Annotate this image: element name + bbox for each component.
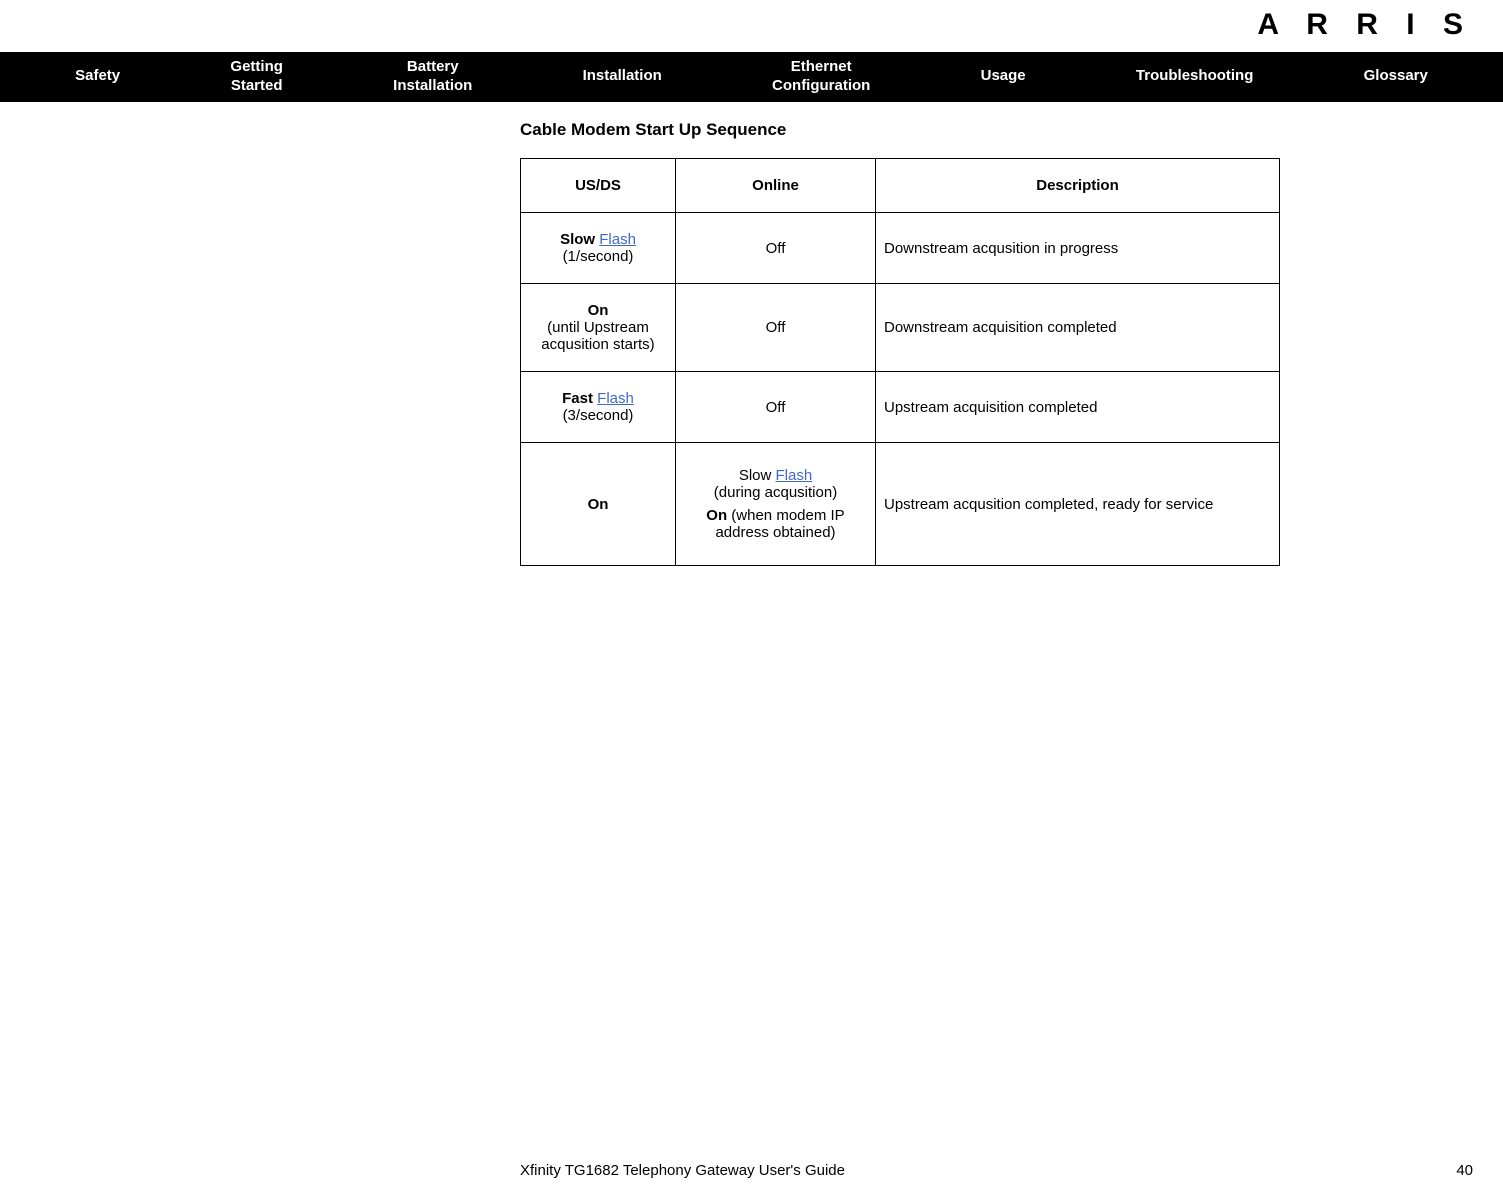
nav-battery-installation[interactable]: BatteryInstallation (383, 58, 482, 96)
startup-sequence-table: US/DS Online Description Slow Flash (1/s… (520, 158, 1280, 566)
usds-sub: (3/second) (563, 407, 634, 424)
main-content: Cable Modem Start Up Sequence US/DS Onli… (520, 120, 1280, 566)
top-nav: Safety GettingStarted BatteryInstallatio… (0, 52, 1503, 102)
brand-logo: A R R I S (1257, 8, 1473, 42)
flash-link[interactable]: Flash (597, 390, 634, 407)
online-on-bold: On (706, 507, 731, 524)
usds-bold: On (588, 496, 609, 513)
flash-link[interactable]: Flash (776, 467, 813, 484)
nav-installation[interactable]: Installation (573, 67, 672, 86)
table-row: Fast Flash (3/second) Off Upstream acqui… (521, 372, 1280, 443)
cell-online: Off (676, 213, 876, 284)
footer: Xfinity TG1682 Telephony Gateway User's … (0, 1162, 1503, 1179)
nav-ethernet-config[interactable]: EthernetConfiguration (762, 58, 880, 96)
th-usds: US/DS (521, 159, 676, 213)
usds-sub: (1/second) (563, 248, 634, 265)
online-slow-prefix: Slow (739, 467, 776, 484)
online-slow-suffix: (during acqusition) (714, 484, 837, 501)
th-desc: Description (876, 159, 1280, 213)
usds-sub: (until Upstream acqusition starts) (541, 319, 654, 353)
cell-usds: On (521, 443, 676, 566)
nav-troubleshooting[interactable]: Troubleshooting (1126, 67, 1264, 86)
cell-desc: Upstream acqusition completed, ready for… (876, 443, 1280, 566)
section-title: Cable Modem Start Up Sequence (520, 120, 1280, 140)
table-row: Slow Flash (1/second) Off Downstream acq… (521, 213, 1280, 284)
cell-usds: Slow Flash (1/second) (521, 213, 676, 284)
table-row: On (until Upstream acqusition starts) Of… (521, 284, 1280, 372)
table-row: On Slow Flash (during acqusition) On (wh… (521, 443, 1280, 566)
online-on-suffix: (when modem IP address obtained) (715, 507, 844, 541)
nav-glossary[interactable]: Glossary (1354, 67, 1438, 86)
nav-safety[interactable]: Safety (65, 67, 130, 86)
usds-bold: Fast (562, 390, 597, 407)
nav-getting-started[interactable]: GettingStarted (220, 58, 293, 96)
cell-usds: Fast Flash (3/second) (521, 372, 676, 443)
usds-bold: On (588, 302, 609, 319)
table-header-row: US/DS Online Description (521, 159, 1280, 213)
th-online: Online (676, 159, 876, 213)
cell-usds: On (until Upstream acqusition starts) (521, 284, 676, 372)
cell-online: Off (676, 372, 876, 443)
nav-usage[interactable]: Usage (971, 67, 1036, 86)
flash-link[interactable]: Flash (599, 231, 636, 248)
cell-online: Off (676, 284, 876, 372)
footer-page: 40 (1456, 1162, 1473, 1179)
cell-desc: Downstream acqusition in progress (876, 213, 1280, 284)
usds-bold: Slow (560, 231, 599, 248)
cell-desc: Downstream acquisition completed (876, 284, 1280, 372)
footer-guide: Xfinity TG1682 Telephony Gateway User's … (520, 1162, 845, 1179)
cell-online: Slow Flash (during acqusition) On (when … (676, 443, 876, 566)
cell-desc: Upstream acquisition completed (876, 372, 1280, 443)
